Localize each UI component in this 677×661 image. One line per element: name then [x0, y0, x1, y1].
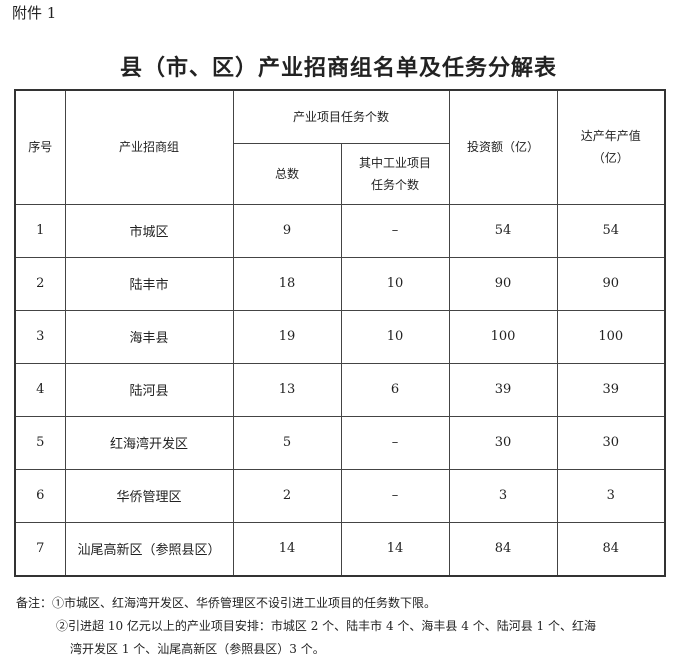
cell-seq: 5: [14, 415, 66, 470]
cell-total: 5: [232, 415, 342, 470]
page-title: 县（市、区）产业招商组名单及任务分解表: [119, 56, 557, 81]
cell-output: 30: [556, 415, 666, 470]
cell-group: 华侨管理区: [64, 468, 234, 523]
cell-group: 红海湾开发区: [64, 415, 234, 470]
attachment-label: 附件 1: [12, 4, 57, 22]
table-row: 1 市城区 9–54 54: [14, 203, 666, 258]
cell-output: 3: [556, 468, 666, 523]
cell-investment: 90: [448, 256, 558, 311]
cell-industrial: 10: [340, 256, 450, 311]
cell-seq: 7: [14, 521, 66, 576]
cell-group: 陆河县: [64, 362, 234, 417]
cell-industrial: 10: [340, 309, 450, 364]
cell-total: 2: [232, 468, 342, 523]
notes: 备注：①市城区、红海湾开发区、华侨管理区不设引进工业项目的任务数下限。 ②引进超…: [16, 592, 596, 661]
cell-output: 39: [556, 362, 666, 417]
note-2: ②引进超 10 亿元以上的产业项目安排：市城区 2 个、陆丰市 4 个、海丰县 …: [56, 619, 596, 633]
header-seq: 序号: [14, 89, 66, 205]
cell-seq: 1: [14, 203, 66, 258]
header-investment: 投资额（亿）: [448, 89, 558, 205]
table-row: 5 红海湾开发区 5–30 30: [14, 415, 666, 470]
cell-group: 市城区: [64, 203, 234, 258]
cell-investment: 3: [448, 468, 558, 523]
task-table: 序号 产业招商组 产业项目任务个数 投资额（亿） 达产年产值（亿） 总数 其中工…: [14, 89, 666, 577]
header-industrial: 其中工业项目任务个数: [340, 142, 450, 205]
cell-total: 18: [232, 256, 342, 311]
note-2-cont: 湾开发区 1 个、汕尾高新区（参照县区）3 个。: [70, 642, 325, 656]
table-row: 7 汕尾高新区（参照县区） 14 14 84 84: [14, 521, 666, 576]
header-output: 达产年产值（亿）: [556, 89, 666, 205]
cell-total: 14: [232, 521, 342, 576]
cell-investment: 84: [448, 521, 558, 576]
table-row: 3 海丰县 19 10 100 100: [14, 309, 666, 364]
cell-industrial: 14: [340, 521, 450, 576]
cell-industrial: 6: [340, 362, 450, 417]
cell-seq: 4: [14, 362, 66, 417]
cell-output: 90: [556, 256, 666, 311]
table-row: 6 华侨管理区 2–3 3: [14, 468, 666, 523]
header-group: 产业招商组: [64, 89, 234, 205]
header-total: 总数: [232, 142, 342, 205]
cell-output: 84: [556, 521, 666, 576]
cell-industrial: –: [340, 203, 450, 258]
cell-seq: 3: [14, 309, 66, 364]
cell-investment: 39: [448, 362, 558, 417]
cell-group: 海丰县: [64, 309, 234, 364]
cell-industrial: –: [340, 415, 450, 470]
cell-group: 陆丰市: [64, 256, 234, 311]
cell-output: 100: [556, 309, 666, 364]
cell-group: 汕尾高新区（参照县区）: [64, 521, 234, 576]
table-row: 2 陆丰市 18 10 90 90: [14, 256, 666, 311]
table-row: 4 陆河县 13 6 39 39: [14, 362, 666, 417]
cell-total: 19: [232, 309, 342, 364]
cell-investment: 30: [448, 415, 558, 470]
note-1: 备注：①市城区、红海湾开发区、华侨管理区不设引进工业项目的任务数下限。: [16, 596, 437, 610]
cell-seq: 6: [14, 468, 66, 523]
cell-total: 13: [232, 362, 342, 417]
cell-investment: 54: [448, 203, 558, 258]
cell-total: 9: [232, 203, 342, 258]
cell-output: 54: [556, 203, 666, 258]
header-tasks: 产业项目任务个数: [232, 89, 450, 144]
cell-seq: 2: [14, 256, 66, 311]
cell-investment: 100: [448, 309, 558, 364]
cell-industrial: –: [340, 468, 450, 523]
